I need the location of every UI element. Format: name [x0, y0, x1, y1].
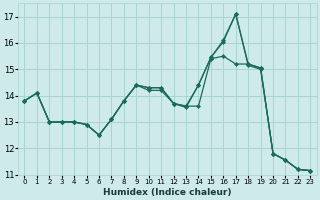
X-axis label: Humidex (Indice chaleur): Humidex (Indice chaleur)	[103, 188, 232, 197]
